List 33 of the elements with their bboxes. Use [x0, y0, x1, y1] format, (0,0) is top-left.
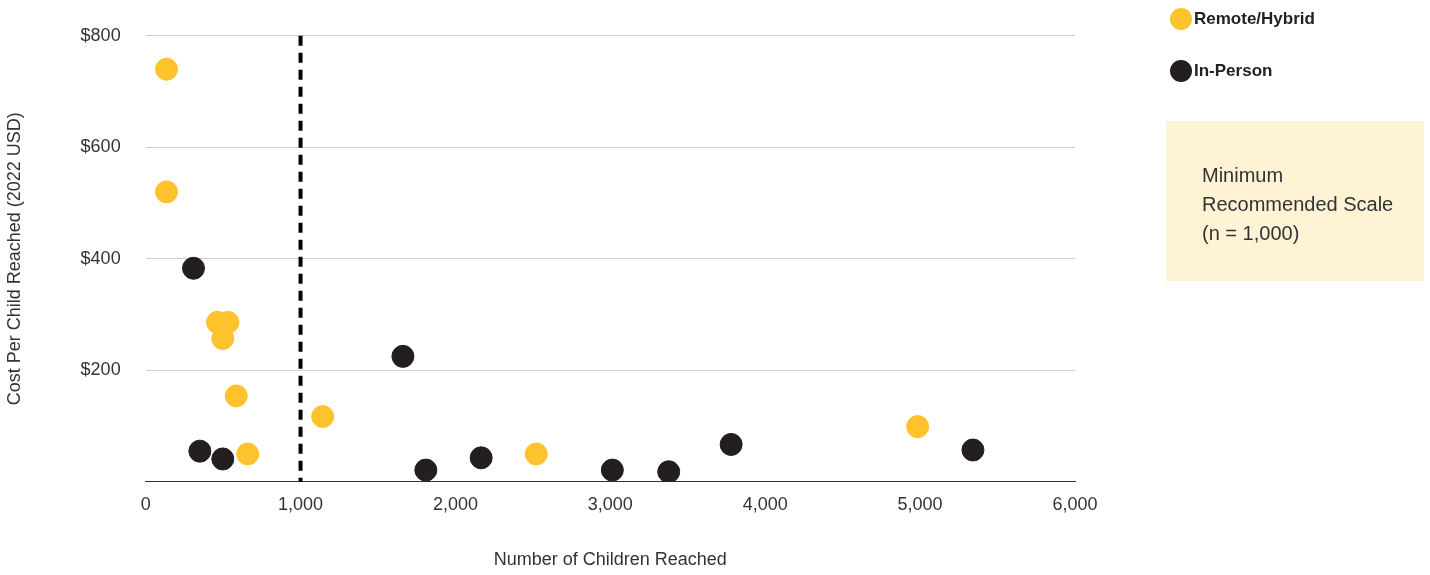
- legend-label: Remote/Hybrid: [1194, 9, 1315, 29]
- point: [155, 180, 179, 204]
- x-tick-label: 1,000: [278, 493, 324, 514]
- point: [188, 439, 212, 463]
- y-axis-title: Cost Per Child Reached (2022 USD): [3, 112, 24, 406]
- text: Minimum Recommended Scale (n = 1,000): [1166, 121, 1424, 281]
- point: [311, 405, 335, 429]
- point: [391, 344, 415, 368]
- point: [906, 415, 930, 439]
- y-tick-label: $200: [80, 359, 121, 380]
- point: [524, 442, 548, 466]
- x-tick-label: 3,000: [587, 493, 633, 514]
- point: [469, 446, 493, 470]
- point: [657, 460, 681, 482]
- point: [155, 57, 179, 81]
- y-tick-label: $800: [80, 24, 121, 45]
- point: [236, 442, 260, 466]
- x-tick-label: 0: [140, 493, 151, 514]
- legend-label: In-Person: [1194, 61, 1273, 81]
- x-tick-label: 2,000: [432, 493, 478, 514]
- point: [182, 256, 206, 280]
- point: [224, 384, 248, 408]
- point: [414, 458, 438, 482]
- x-tick-label: 5,000: [897, 493, 943, 514]
- x-axis-title: Number of Children Reached: [493, 549, 727, 570]
- point: [719, 432, 743, 456]
- y-tick-label: $400: [80, 247, 121, 268]
- y-tick-label: $600: [80, 136, 121, 157]
- point: [211, 447, 235, 471]
- point: [961, 438, 985, 462]
- x-tick-label: 6,000: [1052, 493, 1098, 514]
- x-tick-label: 4,000: [742, 493, 788, 514]
- point: [600, 458, 624, 482]
